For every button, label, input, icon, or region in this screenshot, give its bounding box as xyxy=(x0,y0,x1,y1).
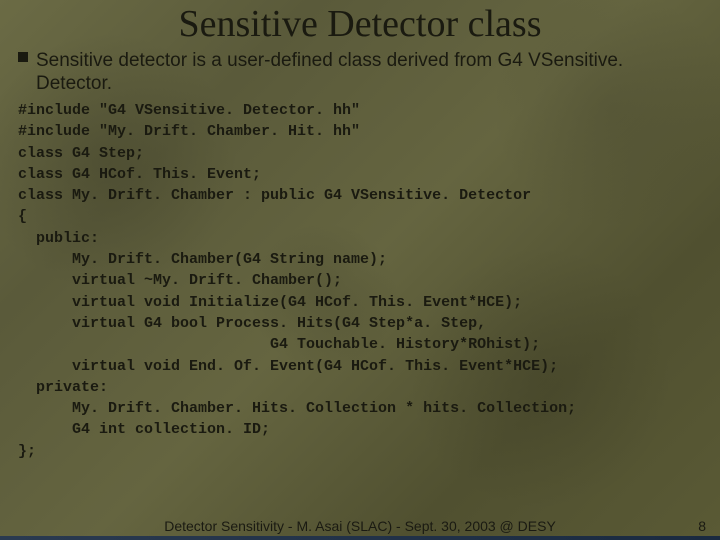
slide: Sensitive Detector class Sensitive detec… xyxy=(0,0,720,540)
slide-title: Sensitive Detector class xyxy=(0,2,720,46)
page-number: 8 xyxy=(698,518,706,534)
bullet-icon xyxy=(18,52,28,62)
bullet-text: Sensitive detector is a user-defined cla… xyxy=(36,50,684,96)
code-block: #include "G4 VSensitive. Detector. hh" #… xyxy=(18,100,702,462)
footer-text: Detector Sensitivity - M. Asai (SLAC) - … xyxy=(0,518,720,534)
bullet-content: Sensitive detector is a user-defined cla… xyxy=(36,50,623,94)
bottom-bar xyxy=(0,536,720,540)
